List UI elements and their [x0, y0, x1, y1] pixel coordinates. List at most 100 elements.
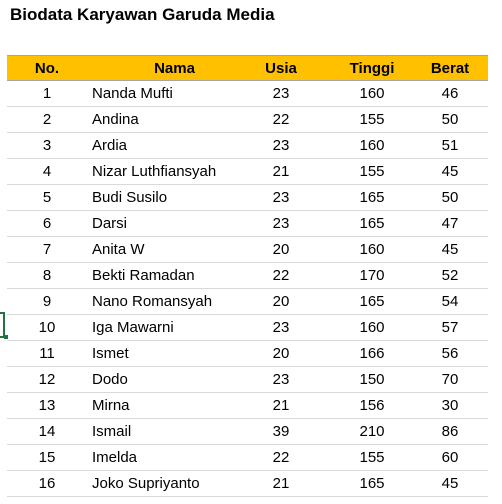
cell-nama[interactable]: Dodo — [92, 371, 128, 388]
cell-nama[interactable]: Nizar Luthfiansyah — [92, 163, 217, 180]
table-row: 15 Imelda 22 155 60 — [7, 445, 488, 471]
cell-nama[interactable]: Nano Romansyah — [92, 293, 213, 310]
cell-tinggi[interactable]: 165 — [359, 475, 385, 492]
cell-selection-border[interactable] — [0, 312, 5, 338]
table-row: 7 Anita W 20 160 45 — [7, 237, 488, 263]
cell-tinggi[interactable]: 170 — [359, 267, 385, 284]
column-header-tinggi[interactable]: Tinggi — [349, 60, 395, 77]
cell-berat[interactable]: 56 — [441, 345, 459, 362]
cell-nama[interactable]: Bekti Ramadan — [92, 267, 195, 284]
cell-usia[interactable]: 23 — [272, 137, 290, 154]
cell-berat[interactable]: 45 — [441, 241, 459, 258]
cell-tinggi[interactable]: 165 — [359, 189, 385, 206]
cell-usia[interactable]: 39 — [272, 423, 290, 440]
cell-berat[interactable]: 54 — [441, 293, 459, 310]
cell-no[interactable]: 1 — [42, 85, 52, 102]
cell-no[interactable]: 14 — [38, 423, 56, 440]
cell-no[interactable]: 10 — [38, 319, 56, 336]
cell-usia[interactable]: 22 — [272, 111, 290, 128]
table-row: 3 Ardia 23 160 51 — [7, 133, 488, 159]
cell-berat[interactable]: 57 — [441, 319, 459, 336]
cell-tinggi[interactable]: 165 — [359, 215, 385, 232]
cell-tinggi[interactable]: 160 — [359, 137, 385, 154]
cell-berat[interactable]: 50 — [441, 189, 459, 206]
cell-no[interactable]: 4 — [42, 163, 52, 180]
cell-berat[interactable]: 46 — [441, 85, 459, 102]
cell-berat[interactable]: 30 — [441, 397, 459, 414]
cell-tinggi[interactable]: 160 — [359, 85, 385, 102]
cell-tinggi[interactable]: 150 — [359, 371, 385, 388]
cell-berat[interactable]: 50 — [441, 111, 459, 128]
cell-usia[interactable]: 23 — [272, 189, 290, 206]
cell-no[interactable]: 15 — [38, 449, 56, 466]
cell-tinggi[interactable]: 155 — [359, 163, 385, 180]
cell-berat[interactable]: 86 — [441, 423, 459, 440]
cell-usia[interactable]: 21 — [272, 397, 290, 414]
fill-handle[interactable] — [4, 335, 8, 339]
cell-nama[interactable]: Ismail — [92, 423, 132, 440]
cell-no[interactable]: 7 — [42, 241, 52, 258]
cell-berat[interactable]: 52 — [441, 267, 459, 284]
cell-no[interactable]: 13 — [38, 397, 56, 414]
cell-tinggi[interactable]: 165 — [359, 293, 385, 310]
cell-no[interactable]: 8 — [42, 267, 52, 284]
cell-usia[interactable]: 20 — [272, 293, 290, 310]
cell-nama[interactable]: Andina — [92, 111, 139, 128]
cell-nama[interactable]: Imelda — [92, 449, 138, 466]
table-row: 12 Dodo 23 150 70 — [7, 367, 488, 393]
cell-usia[interactable]: 20 — [272, 241, 290, 258]
table-row: 2 Andina 22 155 50 — [7, 107, 488, 133]
cell-berat[interactable]: 45 — [441, 475, 459, 492]
cell-usia[interactable]: 23 — [272, 371, 290, 388]
cell-no[interactable]: 11 — [39, 345, 55, 362]
cell-nama[interactable]: Ardia — [92, 137, 128, 154]
cell-usia[interactable]: 23 — [272, 319, 290, 336]
table-row: 8 Bekti Ramadan 22 170 52 — [7, 263, 488, 289]
cell-tinggi[interactable]: 160 — [359, 319, 385, 336]
cell-usia[interactable]: 23 — [272, 215, 290, 232]
column-header-usia[interactable]: Usia — [265, 60, 297, 77]
cell-berat[interactable]: 60 — [441, 449, 459, 466]
table-row: 13 Mirna 21 156 30 — [7, 393, 488, 419]
column-header-berat[interactable]: Berat — [430, 60, 470, 77]
cell-usia[interactable]: 21 — [272, 163, 290, 180]
table-row: 1 Nanda Mufti 23 160 46 — [7, 81, 488, 107]
table-row: 5 Budi Susilo 23 165 50 — [7, 185, 488, 211]
cell-nama[interactable]: Darsi — [92, 215, 128, 232]
cell-no[interactable]: 9 — [42, 293, 52, 310]
cell-usia[interactable]: 21 — [272, 475, 290, 492]
cell-nama[interactable]: Budi Susilo — [92, 189, 168, 206]
cell-no[interactable]: 5 — [42, 189, 52, 206]
cell-tinggi[interactable]: 166 — [359, 345, 385, 362]
cell-usia[interactable]: 20 — [272, 345, 290, 362]
column-header-no[interactable]: No. — [34, 60, 60, 77]
cell-berat[interactable]: 51 — [441, 137, 459, 154]
cell-nama[interactable]: Joko Supriyanto — [92, 475, 200, 492]
column-header-nama[interactable]: Nama — [154, 60, 195, 77]
cell-usia[interactable]: 22 — [272, 267, 290, 284]
table-row: 14 Ismail 39 210 86 — [7, 419, 488, 445]
cell-usia[interactable]: 23 — [272, 85, 290, 102]
cell-no[interactable]: 3 — [42, 137, 52, 154]
table-header-row: No. Nama Usia Tinggi Berat — [7, 55, 488, 81]
cell-usia[interactable]: 22 — [272, 449, 290, 466]
cell-no[interactable]: 2 — [42, 111, 52, 128]
cell-nama[interactable]: Anita W — [92, 241, 145, 258]
cell-tinggi[interactable]: 156 — [359, 397, 385, 414]
cell-nama[interactable]: Nanda Mufti — [92, 85, 173, 102]
cell-nama[interactable]: Iga Mawarni — [92, 319, 174, 336]
cell-tinggi[interactable]: 155 — [359, 111, 385, 128]
cell-tinggi[interactable]: 210 — [359, 423, 385, 440]
cell-nama[interactable]: Ismet — [92, 345, 129, 362]
cell-no[interactable]: 16 — [38, 475, 56, 492]
cell-berat[interactable]: 70 — [441, 371, 459, 388]
cell-tinggi[interactable]: 160 — [359, 241, 385, 258]
cell-berat[interactable]: 45 — [441, 163, 459, 180]
cell-nama[interactable]: Mirna — [92, 397, 130, 414]
cell-no[interactable]: 12 — [38, 371, 56, 388]
cell-no[interactable]: 6 — [42, 215, 52, 232]
table-row: 10 Iga Mawarni 23 160 57 — [7, 315, 488, 341]
table-row: 6 Darsi 23 165 47 — [7, 211, 488, 237]
cell-berat[interactable]: 47 — [441, 215, 459, 232]
cell-tinggi[interactable]: 155 — [359, 449, 385, 466]
